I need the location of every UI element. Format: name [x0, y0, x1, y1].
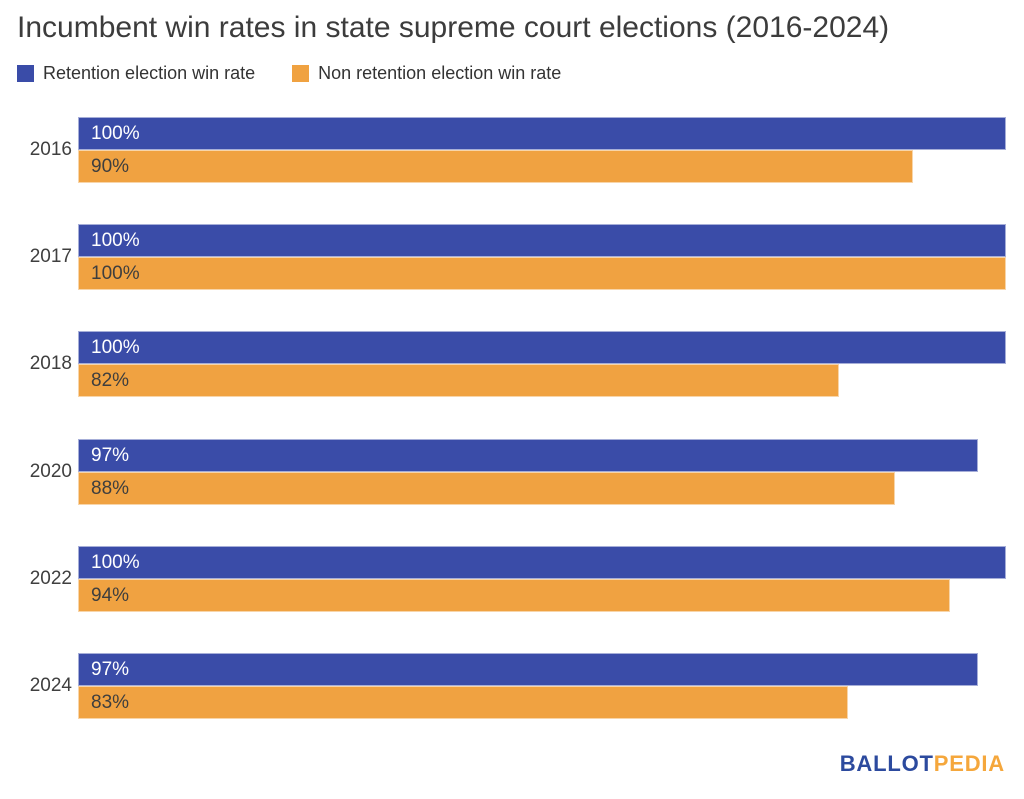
legend-swatch-non-retention-icon: [292, 65, 310, 82]
bar-value-label: 83%: [91, 692, 130, 713]
category-label-2016: 2016: [29, 139, 72, 160]
bar-2017-retention: 100%: [78, 224, 1006, 258]
bar-value-label: 100%: [91, 230, 140, 252]
bar-value-label: 90%: [91, 156, 130, 177]
bar-2022-retention: 100%: [78, 545, 1006, 579]
logo-ballot-text: BALLOT: [839, 751, 934, 776]
bar-2018-retention: 100%: [78, 331, 1006, 365]
bar-value-label: 100%: [91, 337, 140, 359]
legend-item-retention: Retention election win rate: [17, 63, 255, 84]
bar-2017-non-retention: 100%: [78, 257, 1006, 291]
bar-2016-retention: 100%: [78, 117, 1006, 150]
category-label-2022: 2022: [29, 567, 72, 589]
category-label-2017: 2017: [29, 246, 72, 268]
category-label-2018: 2018: [29, 353, 72, 375]
bar-value-label: 100%: [91, 263, 140, 285]
logo-pedia-text: PEDIA: [933, 751, 1005, 776]
chart-title: Incumbent win rates in state supreme cou…: [17, 11, 890, 44]
bar-value-label: 97%: [91, 444, 130, 466]
bar-2024-retention: 97%: [78, 653, 979, 686]
legend-swatch-retention-icon: [17, 65, 34, 82]
legend: Retention election win rate Non retentio…: [17, 63, 598, 84]
bar-value-label: 100%: [91, 551, 140, 573]
category-label-2024: 2024: [29, 675, 72, 696]
bar-2024-non-retention: 83%: [78, 686, 849, 719]
bar-value-label: 94%: [91, 584, 130, 606]
bar-value-label: 97%: [91, 659, 130, 680]
legend-label-non-retention: Non retention election win rate: [318, 63, 562, 83]
category-label-2020: 2020: [29, 460, 72, 482]
legend-item-non-retention: Non retention election win rate: [292, 63, 561, 84]
bar-value-label: 88%: [91, 477, 130, 499]
bar-2022-non-retention: 94%: [78, 578, 951, 612]
bar-2020-retention: 97%: [78, 438, 979, 472]
legend-label-retention: Retention election win rate: [43, 63, 256, 83]
bar-2020-non-retention: 88%: [78, 471, 895, 505]
ballotpedia-logo: BALLOTPEDIA: [840, 751, 1005, 777]
bar-2016-non-retention: 90%: [78, 150, 914, 183]
bar-2018-non-retention: 82%: [78, 364, 839, 398]
bar-value-label: 82%: [91, 370, 130, 392]
bar-value-label: 100%: [91, 123, 140, 144]
